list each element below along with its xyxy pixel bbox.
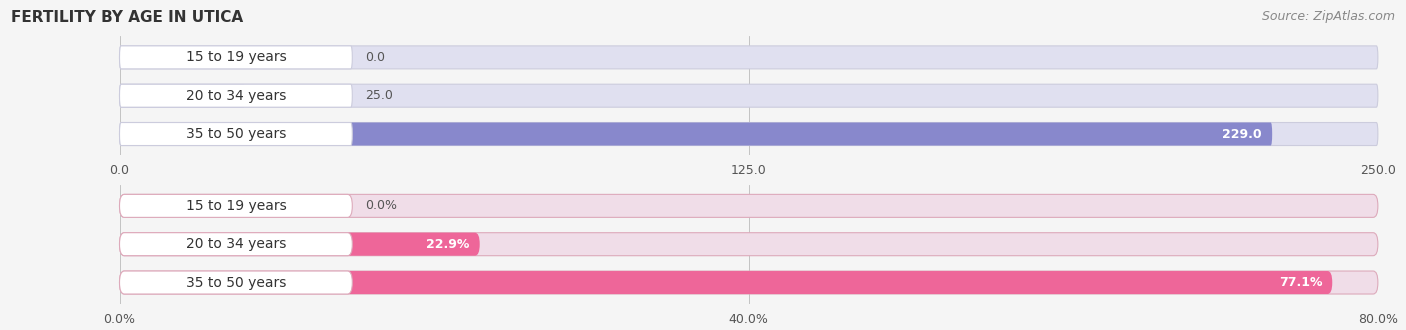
FancyBboxPatch shape [120,84,246,107]
FancyBboxPatch shape [120,194,1378,217]
FancyBboxPatch shape [120,271,1378,294]
FancyBboxPatch shape [120,46,353,69]
FancyBboxPatch shape [120,122,1378,146]
FancyBboxPatch shape [120,271,1333,294]
FancyBboxPatch shape [120,194,353,217]
FancyBboxPatch shape [120,233,1378,256]
Text: 20 to 34 years: 20 to 34 years [186,237,285,251]
FancyBboxPatch shape [120,233,353,256]
FancyBboxPatch shape [120,84,1378,107]
Text: 229.0: 229.0 [1222,127,1263,141]
Text: 77.1%: 77.1% [1278,276,1322,289]
FancyBboxPatch shape [120,271,353,294]
Text: Source: ZipAtlas.com: Source: ZipAtlas.com [1261,10,1395,23]
Text: 35 to 50 years: 35 to 50 years [186,276,285,289]
FancyBboxPatch shape [120,84,353,107]
FancyBboxPatch shape [120,46,1378,69]
FancyBboxPatch shape [120,122,353,146]
FancyBboxPatch shape [120,122,1272,146]
Text: 15 to 19 years: 15 to 19 years [186,50,287,64]
Text: FERTILITY BY AGE IN UTICA: FERTILITY BY AGE IN UTICA [11,10,243,25]
Text: 22.9%: 22.9% [426,238,470,251]
Text: 25.0: 25.0 [366,89,392,102]
Text: 0.0%: 0.0% [366,199,396,213]
Text: 15 to 19 years: 15 to 19 years [186,199,287,213]
Text: 20 to 34 years: 20 to 34 years [186,89,285,103]
Text: 0.0: 0.0 [366,51,385,64]
FancyBboxPatch shape [120,233,479,256]
Text: 35 to 50 years: 35 to 50 years [186,127,285,141]
